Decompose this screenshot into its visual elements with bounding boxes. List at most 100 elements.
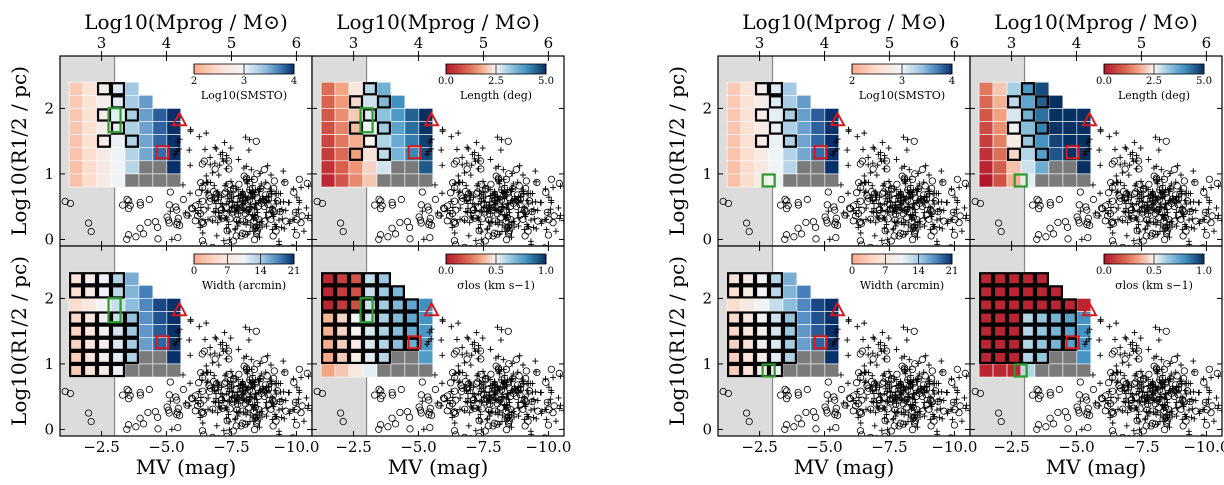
cross-point xyxy=(487,346,494,353)
circle-point xyxy=(229,398,237,406)
circle-point xyxy=(1167,375,1175,383)
cross-point xyxy=(293,194,300,201)
circle-point xyxy=(136,201,145,209)
circle-point xyxy=(1145,180,1153,188)
heatmap-cell xyxy=(68,298,84,312)
cross-point xyxy=(524,223,531,230)
selected-cell xyxy=(754,324,770,338)
circle-point xyxy=(1132,394,1141,402)
circle-point xyxy=(450,160,458,168)
circle-point xyxy=(881,242,889,246)
circle-point xyxy=(1148,419,1157,427)
heatmap-cell xyxy=(992,134,1008,149)
cross-point xyxy=(1137,335,1144,342)
heatmap-cell xyxy=(124,121,140,135)
green-marker xyxy=(359,107,374,134)
circle-point xyxy=(1064,235,1072,243)
circle-point xyxy=(1109,387,1117,395)
heatmap-cell xyxy=(348,173,364,188)
circle-point xyxy=(504,230,513,238)
cross-point xyxy=(285,389,292,396)
circle-point xyxy=(522,374,530,383)
cross-point xyxy=(227,145,234,152)
selected-cell xyxy=(320,324,336,338)
cross-point xyxy=(531,405,538,412)
cross-point xyxy=(247,418,254,425)
circle-point xyxy=(1046,198,1054,207)
circle-point xyxy=(1054,408,1062,417)
cross-point xyxy=(186,337,193,344)
cross-point xyxy=(930,197,937,204)
cross-point xyxy=(498,326,505,333)
circle-point xyxy=(173,206,181,214)
heatmap-cell xyxy=(96,160,112,175)
circle-point xyxy=(376,231,385,239)
heatmap-cell xyxy=(978,160,994,175)
circle-point xyxy=(424,203,432,211)
cross-point xyxy=(428,335,435,342)
selected-cell xyxy=(362,337,378,351)
heatmap-cell xyxy=(740,81,756,96)
cross-point xyxy=(494,324,501,331)
heatmap-cell xyxy=(348,81,364,96)
cross-point xyxy=(527,380,534,387)
cross-point xyxy=(1185,217,1192,224)
circle-point xyxy=(895,394,903,402)
cross-point xyxy=(428,136,435,143)
cross-point xyxy=(1123,422,1130,429)
cross-point xyxy=(937,405,944,412)
cross-point xyxy=(1114,188,1121,195)
circle-point xyxy=(191,217,199,225)
circle-point xyxy=(912,392,921,400)
cross-point xyxy=(1097,190,1104,197)
heatmap-cell xyxy=(138,147,154,162)
circle-point xyxy=(1129,404,1137,412)
cross-point xyxy=(534,397,541,404)
cross-point xyxy=(282,207,289,214)
selected-cell xyxy=(362,311,378,325)
selected-cell xyxy=(1020,108,1036,122)
circle-point xyxy=(229,237,237,245)
cross-point xyxy=(204,378,211,385)
y-tick-label: 0 xyxy=(44,230,54,248)
cross-point xyxy=(176,335,183,342)
heatmap-cell xyxy=(978,147,994,162)
circle-point xyxy=(823,219,831,227)
cross-point xyxy=(860,146,867,153)
cross-point xyxy=(1145,346,1152,353)
cross-point xyxy=(304,405,311,412)
circle-point xyxy=(1121,384,1129,393)
cross-point xyxy=(242,324,249,331)
circle-point xyxy=(124,231,133,239)
selected-cell xyxy=(390,285,405,299)
cross-point xyxy=(439,352,446,359)
heatmap-cell xyxy=(992,95,1008,109)
circle-point xyxy=(225,180,233,188)
selected-cell xyxy=(1020,134,1036,148)
cross-point xyxy=(232,225,239,232)
circle-point xyxy=(878,189,887,198)
cross-point xyxy=(239,379,246,386)
cross-point xyxy=(1190,388,1197,395)
heatmap-cell xyxy=(68,81,84,96)
circle-point xyxy=(493,230,501,238)
cross-point xyxy=(463,182,470,189)
circle-point xyxy=(928,177,936,185)
circle-point xyxy=(892,400,900,408)
colorbar-tick-label: 1.0 xyxy=(538,266,554,277)
circle-point xyxy=(1151,230,1159,238)
circle-point xyxy=(388,224,396,232)
cross-point xyxy=(934,398,941,405)
circle-point xyxy=(435,401,443,409)
square-marker xyxy=(813,335,828,350)
circle-point xyxy=(418,188,426,196)
selected-cell xyxy=(726,311,742,325)
circle-point xyxy=(1104,379,1113,387)
cross-point xyxy=(520,376,527,383)
cross-point xyxy=(289,216,296,223)
colorbar-tick-label: 5.0 xyxy=(538,76,554,87)
circle-point xyxy=(229,374,238,383)
square-marker xyxy=(407,335,422,350)
circle-point xyxy=(136,391,145,399)
heatmap-cell xyxy=(320,147,336,162)
